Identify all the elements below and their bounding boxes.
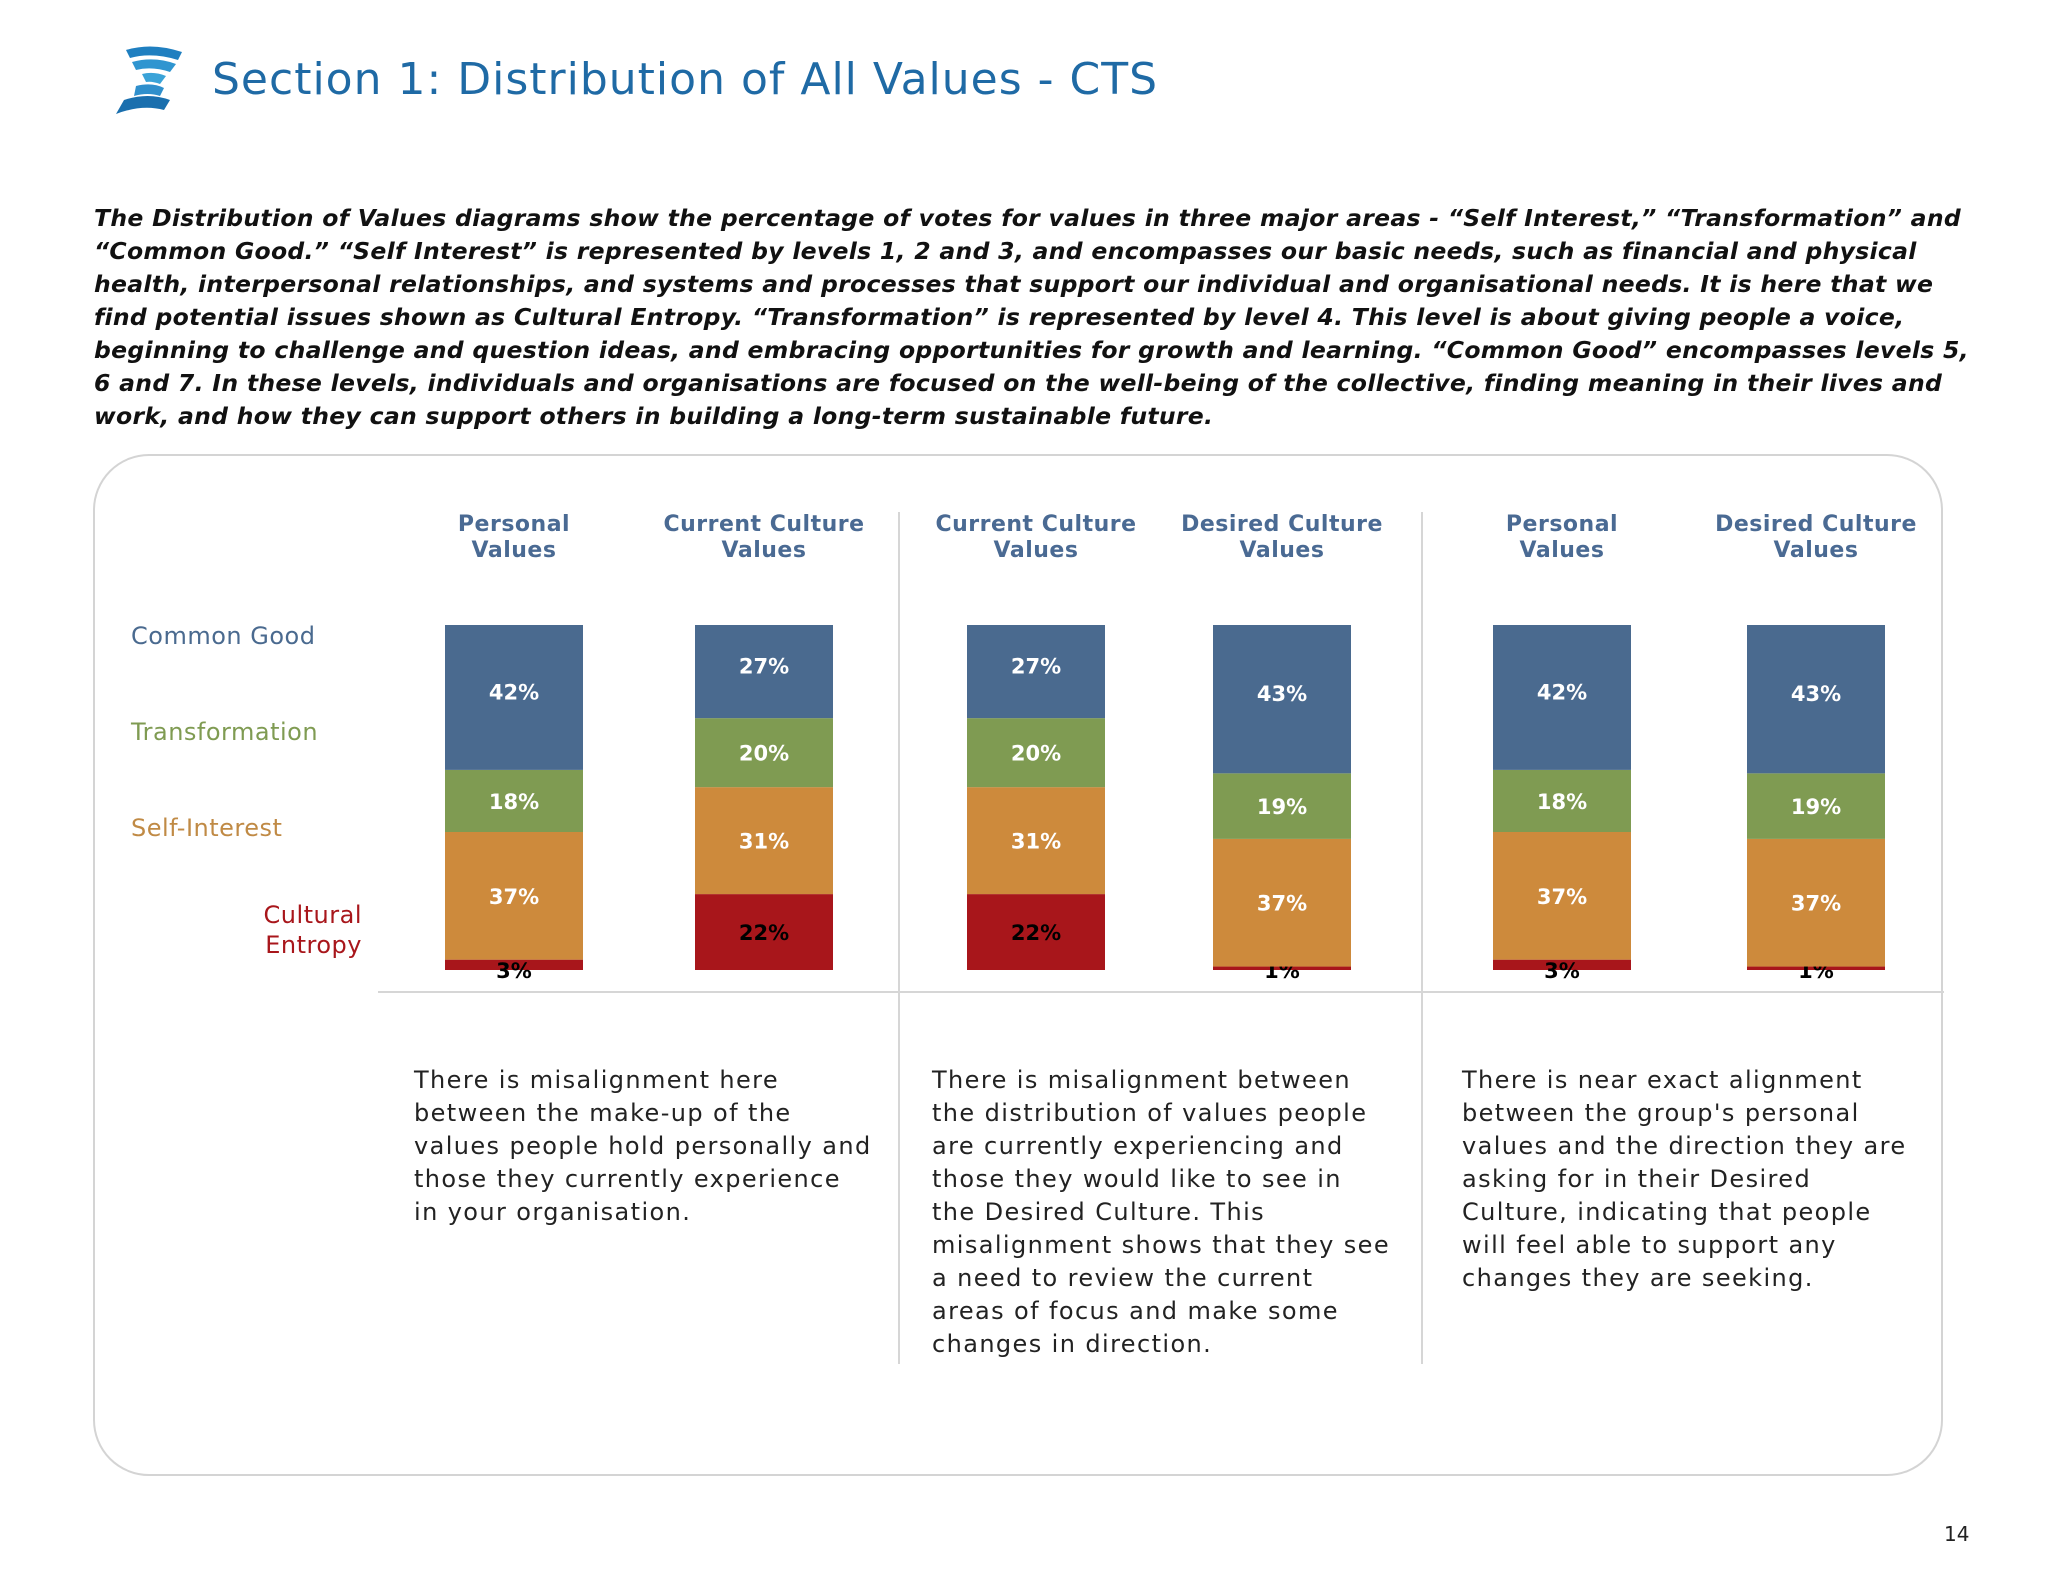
column-header-6-line-2: Values xyxy=(1773,538,1859,563)
data-label-cultural-entropy-2: 22% xyxy=(739,921,789,945)
intro-paragraph: The Distribution of Values diagrams show… xyxy=(94,204,1969,430)
bar-transformation-3 xyxy=(967,718,1105,788)
column-header-2-line-2: Values xyxy=(721,538,807,563)
data-label-self-interest-5: 37% xyxy=(1537,885,1587,909)
bar-transformation-5 xyxy=(1493,769,1631,832)
data-label-transformation-2: 20% xyxy=(739,742,789,766)
level-label-self-interest: Self-Interest xyxy=(131,814,283,842)
data-label-self-interest-3: 31% xyxy=(1011,830,1061,854)
bar-common-good-3 xyxy=(967,625,1105,719)
comment-2: There is misalignment between the distri… xyxy=(932,1066,1391,1358)
divider-1 xyxy=(898,512,900,1364)
column-header-4: Desired Culture Values xyxy=(1162,512,1402,564)
bar-cultural-entropy-3 xyxy=(967,894,1105,970)
bar-common-good-5 xyxy=(1493,625,1631,770)
column-header-1-line-2: Values xyxy=(471,538,557,563)
column-header-6: Desired Culture Values xyxy=(1696,512,1936,564)
page-title: Section 1: Distribution of All Values - … xyxy=(212,54,1159,105)
bar-transformation-4 xyxy=(1213,773,1351,839)
column-header-5-line-2: Values xyxy=(1519,538,1605,563)
bar-cultural-entropy-4 xyxy=(1213,966,1351,970)
entropy-label-line1: Cultural xyxy=(263,901,362,929)
column-header-4-line-1: Desired Culture xyxy=(1181,512,1383,537)
column-header-4-line-2: Values xyxy=(1239,538,1325,563)
bar-transformation-6 xyxy=(1747,773,1885,839)
data-label-common-good-6: 43% xyxy=(1791,682,1841,706)
bar-self-interest-2 xyxy=(695,787,833,895)
bar-cultural-entropy-6 xyxy=(1747,966,1885,970)
bar-self-interest-6 xyxy=(1747,838,1885,967)
data-label-common-good-2: 27% xyxy=(739,655,789,679)
distribution-panel xyxy=(93,454,1943,1476)
level-label-transformation: Transformation xyxy=(131,718,319,746)
bar-self-interest-1 xyxy=(445,832,583,960)
column-header-3-line-2: Values xyxy=(993,538,1079,563)
level-label-entropy: Cultural Entropy xyxy=(200,900,362,960)
column-header-3-line-1: Current Culture xyxy=(935,512,1137,537)
bar-cultural-entropy-2 xyxy=(695,894,833,970)
bar-common-good-1 xyxy=(445,625,583,770)
logo-icon xyxy=(116,46,182,114)
bar-self-interest-4 xyxy=(1213,838,1351,967)
column-header-6-line-1: Desired Culture xyxy=(1715,512,1917,537)
data-label-transformation-3: 20% xyxy=(1011,742,1061,766)
data-label-transformation-5: 18% xyxy=(1537,790,1587,814)
column-header-3: Current Culture Values xyxy=(916,512,1156,564)
data-label-transformation-1: 18% xyxy=(489,790,539,814)
page-number: 14 xyxy=(1944,1522,1970,1546)
bar-self-interest-5 xyxy=(1493,832,1631,960)
column-header-5-line-1: Personal xyxy=(1505,512,1619,537)
data-label-self-interest-1: 37% xyxy=(489,885,539,909)
data-label-common-good-5: 42% xyxy=(1537,680,1587,704)
level-label-common-good: Common Good xyxy=(131,622,316,650)
data-label-self-interest-2: 31% xyxy=(739,830,789,854)
divider-2 xyxy=(1421,512,1423,1364)
data-label-transformation-6: 19% xyxy=(1791,795,1841,819)
column-header-2-line-1: Current Culture xyxy=(663,512,865,537)
column-header-5: Personal Values xyxy=(1442,512,1682,564)
data-label-common-good-3: 27% xyxy=(1011,655,1061,679)
bar-cultural-entropy-1 xyxy=(445,959,583,970)
data-label-cultural-entropy-3: 22% xyxy=(1011,921,1061,945)
bar-common-good-4 xyxy=(1213,625,1351,774)
data-label-transformation-4: 19% xyxy=(1257,795,1307,819)
comment-1: There is misalignment here between the m… xyxy=(414,1066,872,1226)
bar-common-good-6 xyxy=(1747,625,1885,774)
comment-3: There is near exact alignment between th… xyxy=(1462,1066,1907,1292)
bar-cultural-entropy-5 xyxy=(1493,959,1631,970)
bar-transformation-2 xyxy=(695,718,833,788)
column-header-1: Personal Values xyxy=(394,512,634,564)
data-label-cultural-entropy-5: 3% xyxy=(1544,959,1580,983)
entropy-label-line2: Entropy xyxy=(265,931,362,959)
data-label-common-good-4: 43% xyxy=(1257,682,1307,706)
bar-self-interest-3 xyxy=(967,787,1105,895)
data-label-common-good-1: 42% xyxy=(489,680,539,704)
data-label-cultural-entropy-1: 3% xyxy=(496,959,532,983)
column-header-1-line-1: Personal xyxy=(457,512,571,537)
bar-common-good-2 xyxy=(695,625,833,719)
bar-transformation-1 xyxy=(445,769,583,832)
data-label-self-interest-6: 37% xyxy=(1791,892,1841,916)
column-header-2: Current Culture Values xyxy=(644,512,884,564)
data-label-self-interest-4: 37% xyxy=(1257,892,1307,916)
